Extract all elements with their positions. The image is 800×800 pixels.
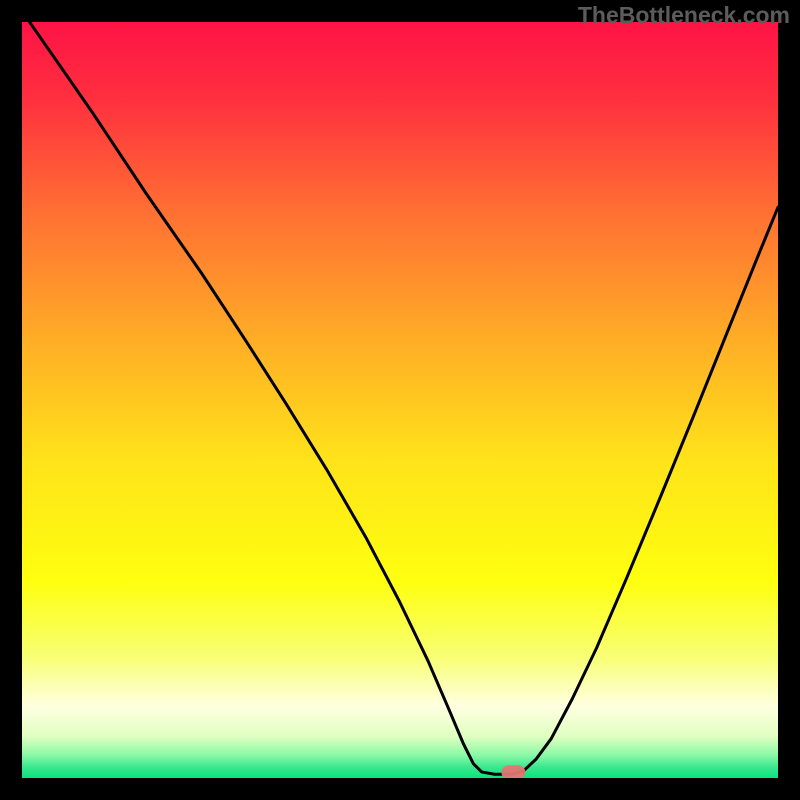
- optimal-marker: [501, 765, 525, 778]
- plot-background: [22, 22, 778, 778]
- chart-frame: TheBottleneck.com: [0, 0, 800, 800]
- chart-svg: [22, 22, 778, 778]
- plot-area: [22, 22, 778, 778]
- watermark-text: TheBottleneck.com: [578, 2, 790, 29]
